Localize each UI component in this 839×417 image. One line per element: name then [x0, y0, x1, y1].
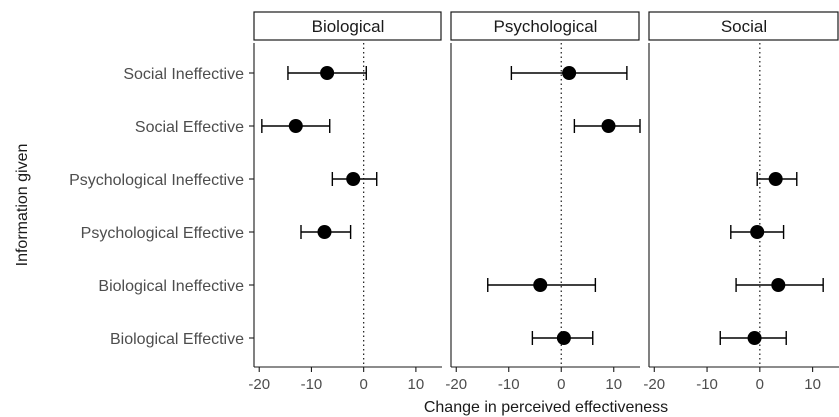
- x-tick-label: -20: [248, 376, 270, 393]
- y-axis: Social Ineffective Social Effective Psycho…: [69, 66, 254, 348]
- y-tick-label: Psychological Ineffective: [69, 172, 244, 189]
- estimate-point: [320, 66, 335, 80]
- facet-biological: Biological -20 -10 0 10: [248, 11, 442, 393]
- estimate-point: [317, 225, 332, 239]
- facet-strip: [648, 11, 839, 41]
- x-tick-label: -10: [696, 376, 718, 393]
- x-tick-label: 0: [359, 376, 367, 393]
- facet-social: Social -20 -10 0 10: [643, 11, 839, 393]
- estimate-point: [346, 172, 361, 186]
- facet-panels: Biological -20 -10 0 10 Psychological -20 -10 0 1…: [248, 11, 839, 393]
- x-tick-label: 10: [804, 376, 821, 393]
- y-tick-label: Biological Effective: [110, 331, 244, 348]
- estimate-point: [562, 66, 577, 80]
- y-tick-label: Social Effective: [135, 119, 244, 136]
- facet-psychological: Psychological -20 -10 0 10: [445, 11, 641, 393]
- estimate-point: [533, 278, 548, 292]
- y-axis-title: Information given: [14, 144, 31, 267]
- estimate-point: [601, 119, 616, 133]
- x-tick-label: 0: [557, 376, 565, 393]
- x-tick-label: 0: [756, 376, 764, 393]
- y-tick-label: Social Ineffective: [123, 66, 244, 83]
- x-axis-title: Change in perceived effectiveness: [424, 399, 668, 416]
- facet-strip-label: Social: [721, 17, 767, 36]
- x-tick-label: -10: [301, 376, 323, 393]
- estimate-point: [556, 331, 571, 345]
- x-tick-label: -10: [498, 376, 520, 393]
- facet-strip: [450, 11, 640, 41]
- facet-strip: [253, 11, 442, 41]
- y-tick-label: Biological Ineffective: [98, 278, 244, 295]
- x-tick-label: -20: [643, 376, 665, 393]
- x-tick-label: 10: [408, 376, 425, 393]
- y-tick-label: Psychological Effective: [81, 225, 244, 242]
- x-tick-label: -20: [445, 376, 467, 393]
- facet-strip-label: Psychological: [494, 17, 598, 36]
- estimate-point: [288, 119, 303, 133]
- facet-strip-label: Biological: [312, 17, 385, 36]
- estimate-point: [771, 278, 786, 292]
- x-tick-label: 10: [605, 376, 622, 393]
- estimate-point: [768, 172, 783, 186]
- estimate-point: [750, 225, 765, 239]
- estimate-point: [747, 331, 762, 345]
